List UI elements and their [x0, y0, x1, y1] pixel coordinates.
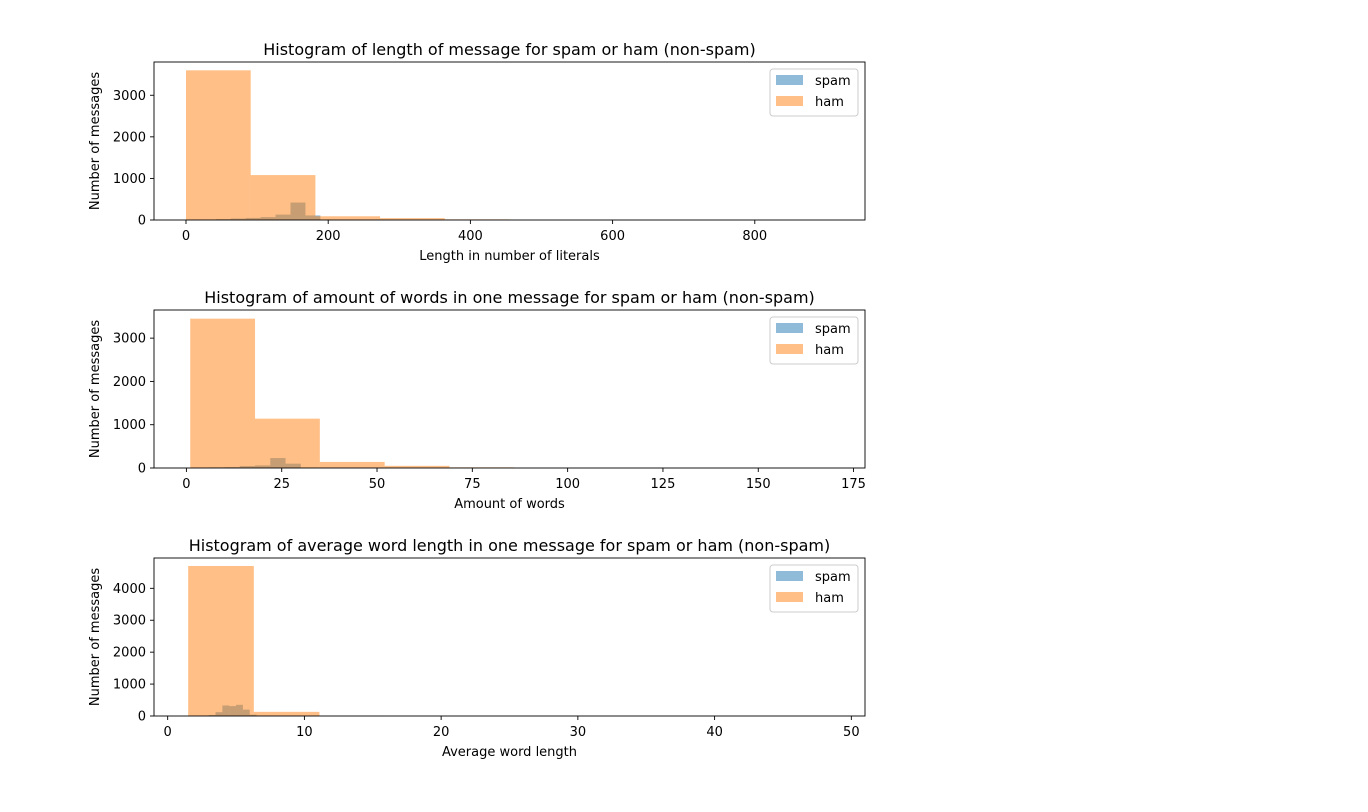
ham-bar — [384, 465, 450, 468]
y-tick-label: 2000 — [113, 646, 146, 661]
x-tick-label: 40 — [706, 725, 723, 740]
ham-bar — [190, 318, 256, 468]
ham-bar — [319, 461, 385, 468]
x-tick-label: 175 — [841, 477, 866, 492]
chart-title: Histogram of average word length in one … — [189, 536, 831, 555]
x-tick-label: 20 — [433, 725, 450, 740]
ham-bar — [250, 175, 316, 220]
legend: spam ham — [769, 564, 859, 613]
x-tick-label: 200 — [316, 229, 341, 244]
legend-swatch-spam — [776, 571, 803, 581]
chart-3: 0 10 20 30 40 50 0 1000 2000 3000 4000 Histogram of… — [88, 536, 866, 760]
ham-bar — [315, 216, 381, 220]
legend-label-ham: ham — [815, 591, 844, 606]
y-tick-label: 0 — [138, 214, 146, 229]
ham-bar — [253, 711, 320, 716]
legend-swatch-ham — [776, 344, 803, 354]
x-tick-label: 150 — [746, 477, 771, 492]
series-ham — [190, 318, 839, 468]
series-ham — [186, 70, 833, 220]
x-tick-label: 25 — [273, 477, 290, 492]
y-tick-label: 1000 — [113, 678, 146, 693]
x-axis-label: Average word length — [442, 745, 577, 760]
x-tick-label: 800 — [742, 229, 767, 244]
y-tick-label: 3000 — [113, 614, 146, 629]
x-tick-label: 0 — [182, 477, 190, 492]
y-axis-label: Number of messages — [88, 568, 103, 706]
x-tick-label: 50 — [843, 725, 860, 740]
chart-title: Histogram of length of message for spam … — [263, 40, 756, 59]
x-tick-label: 10 — [296, 725, 313, 740]
y-tick-label: 0 — [138, 710, 146, 725]
chart-1: 0 200 400 600 800 0 1000 2000 3000 Histogram of l… — [88, 40, 866, 264]
y-tick-label: 4000 — [113, 582, 146, 597]
y-tick-label: 1000 — [113, 418, 146, 433]
legend-swatch-ham — [776, 592, 803, 602]
x-axis-label: Amount of words — [454, 497, 565, 512]
ham-bar — [380, 218, 445, 220]
legend-label-spam: spam — [815, 570, 851, 585]
y-tick-label: 1000 — [113, 172, 146, 187]
legend-swatch-spam — [776, 323, 803, 333]
x-tick-label: 75 — [464, 477, 481, 492]
ham-bar — [255, 418, 320, 468]
legend-label-ham: ham — [815, 95, 844, 110]
x-tick-label: 100 — [555, 477, 580, 492]
axes-frame — [153, 61, 866, 221]
x-tick-label: 125 — [651, 477, 676, 492]
x-axis-label: Length in number of literals — [419, 249, 600, 264]
axes-frame — [153, 557, 866, 717]
legend-swatch-ham — [776, 96, 803, 106]
chart-2: 0 25 50 75 100 125 150 175 0 1000 2000 3000 Histogra… — [88, 288, 866, 512]
legend: spam ham — [769, 316, 859, 365]
legend-swatch-spam — [776, 75, 803, 85]
ham-bar — [186, 70, 251, 220]
x-tick-label: 600 — [600, 229, 625, 244]
axes-frame — [153, 309, 866, 469]
y-axis-label: Number of messages — [88, 320, 103, 458]
x-tick-label: 50 — [369, 477, 386, 492]
y-tick-label: 3000 — [113, 332, 146, 347]
y-tick-label: 3000 — [113, 89, 146, 104]
x-tick-label: 0 — [164, 725, 172, 740]
legend: spam ham — [769, 68, 859, 117]
x-tick-label: 0 — [182, 229, 190, 244]
legend-label-spam: spam — [815, 322, 851, 337]
chart-title: Histogram of amount of words in one mess… — [204, 288, 815, 307]
y-tick-label: 2000 — [113, 130, 146, 145]
x-tick-label: 30 — [570, 725, 587, 740]
y-axis-label: Number of messages — [88, 72, 103, 210]
series-ham — [188, 565, 845, 716]
x-tick-label: 400 — [458, 229, 483, 244]
legend-label-ham: ham — [815, 343, 844, 358]
legend-label-spam: spam — [815, 74, 851, 89]
y-tick-label: 0 — [138, 462, 146, 477]
ham-bar — [188, 565, 254, 716]
y-tick-label: 2000 — [113, 375, 146, 390]
